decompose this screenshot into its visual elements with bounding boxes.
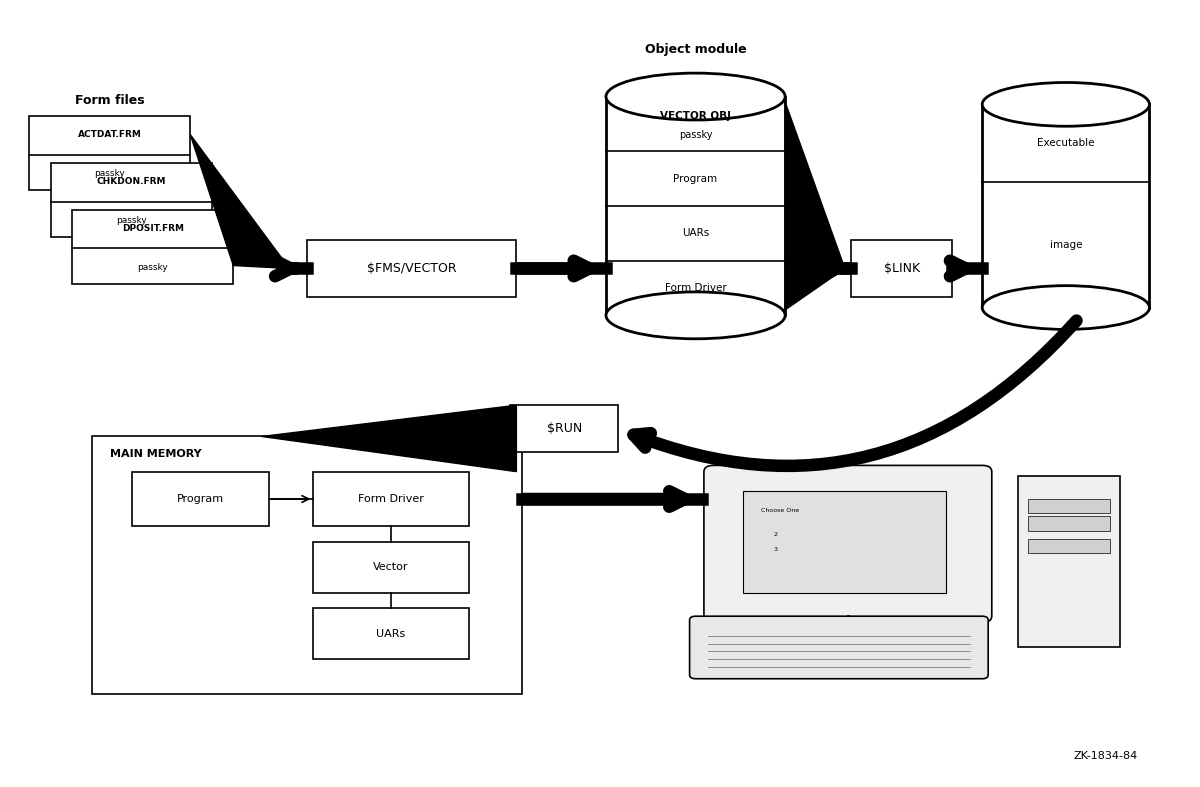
Text: passky: passky [137, 264, 168, 272]
Ellipse shape [983, 83, 1150, 126]
FancyBboxPatch shape [313, 608, 469, 660]
Text: Form Driver: Form Driver [358, 494, 424, 504]
FancyBboxPatch shape [92, 437, 522, 694]
Text: 3: 3 [773, 547, 778, 552]
Ellipse shape [606, 292, 785, 338]
Text: ZK-1834-84: ZK-1834-84 [1073, 751, 1138, 761]
FancyBboxPatch shape [29, 116, 191, 190]
FancyBboxPatch shape [743, 491, 947, 593]
FancyBboxPatch shape [307, 240, 516, 297]
Text: Executable: Executable [1037, 138, 1094, 148]
FancyBboxPatch shape [606, 97, 785, 316]
Ellipse shape [983, 286, 1150, 330]
Text: Program: Program [673, 174, 718, 183]
Polygon shape [262, 405, 516, 471]
Text: $FMS/VECTOR: $FMS/VECTOR [367, 262, 457, 275]
Polygon shape [191, 135, 289, 268]
Text: Object module: Object module [644, 43, 746, 56]
Text: Choose One: Choose One [761, 508, 799, 513]
Text: Form Driver: Form Driver [665, 283, 726, 293]
FancyBboxPatch shape [1027, 539, 1110, 553]
FancyBboxPatch shape [72, 210, 233, 284]
Text: VECTOR OBJ: VECTOR OBJ [660, 111, 731, 120]
Ellipse shape [606, 73, 785, 120]
Text: CHKDON.FRM: CHKDON.FRM [96, 177, 166, 186]
FancyBboxPatch shape [313, 471, 469, 527]
Text: DPOSIT.FRM: DPOSIT.FRM [121, 224, 184, 233]
FancyBboxPatch shape [313, 542, 469, 593]
Polygon shape [785, 102, 845, 310]
FancyBboxPatch shape [50, 163, 212, 237]
Text: Vector: Vector [373, 563, 409, 572]
FancyBboxPatch shape [1027, 516, 1110, 530]
Text: UARs: UARs [682, 228, 709, 238]
FancyBboxPatch shape [983, 105, 1150, 308]
Text: Form files: Form files [76, 94, 145, 107]
Text: $LINK: $LINK [883, 262, 919, 275]
Text: image: image [1050, 239, 1082, 249]
Text: passky: passky [116, 216, 146, 225]
FancyBboxPatch shape [851, 240, 953, 297]
Text: 2: 2 [773, 532, 778, 537]
FancyBboxPatch shape [132, 471, 269, 527]
FancyBboxPatch shape [1018, 475, 1120, 648]
FancyBboxPatch shape [690, 616, 988, 678]
Text: Program: Program [176, 494, 224, 504]
Text: ACTDAT.FRM: ACTDAT.FRM [78, 130, 142, 139]
Text: UARs: UARs [377, 629, 406, 639]
FancyArrowPatch shape [634, 320, 1076, 466]
Text: passky: passky [95, 169, 125, 179]
FancyBboxPatch shape [1027, 499, 1110, 513]
FancyBboxPatch shape [704, 465, 991, 623]
Text: passky: passky [679, 130, 713, 140]
FancyBboxPatch shape [510, 405, 618, 452]
Text: MAIN MEMORY: MAIN MEMORY [110, 449, 202, 459]
Text: $RUN: $RUN [546, 422, 582, 435]
